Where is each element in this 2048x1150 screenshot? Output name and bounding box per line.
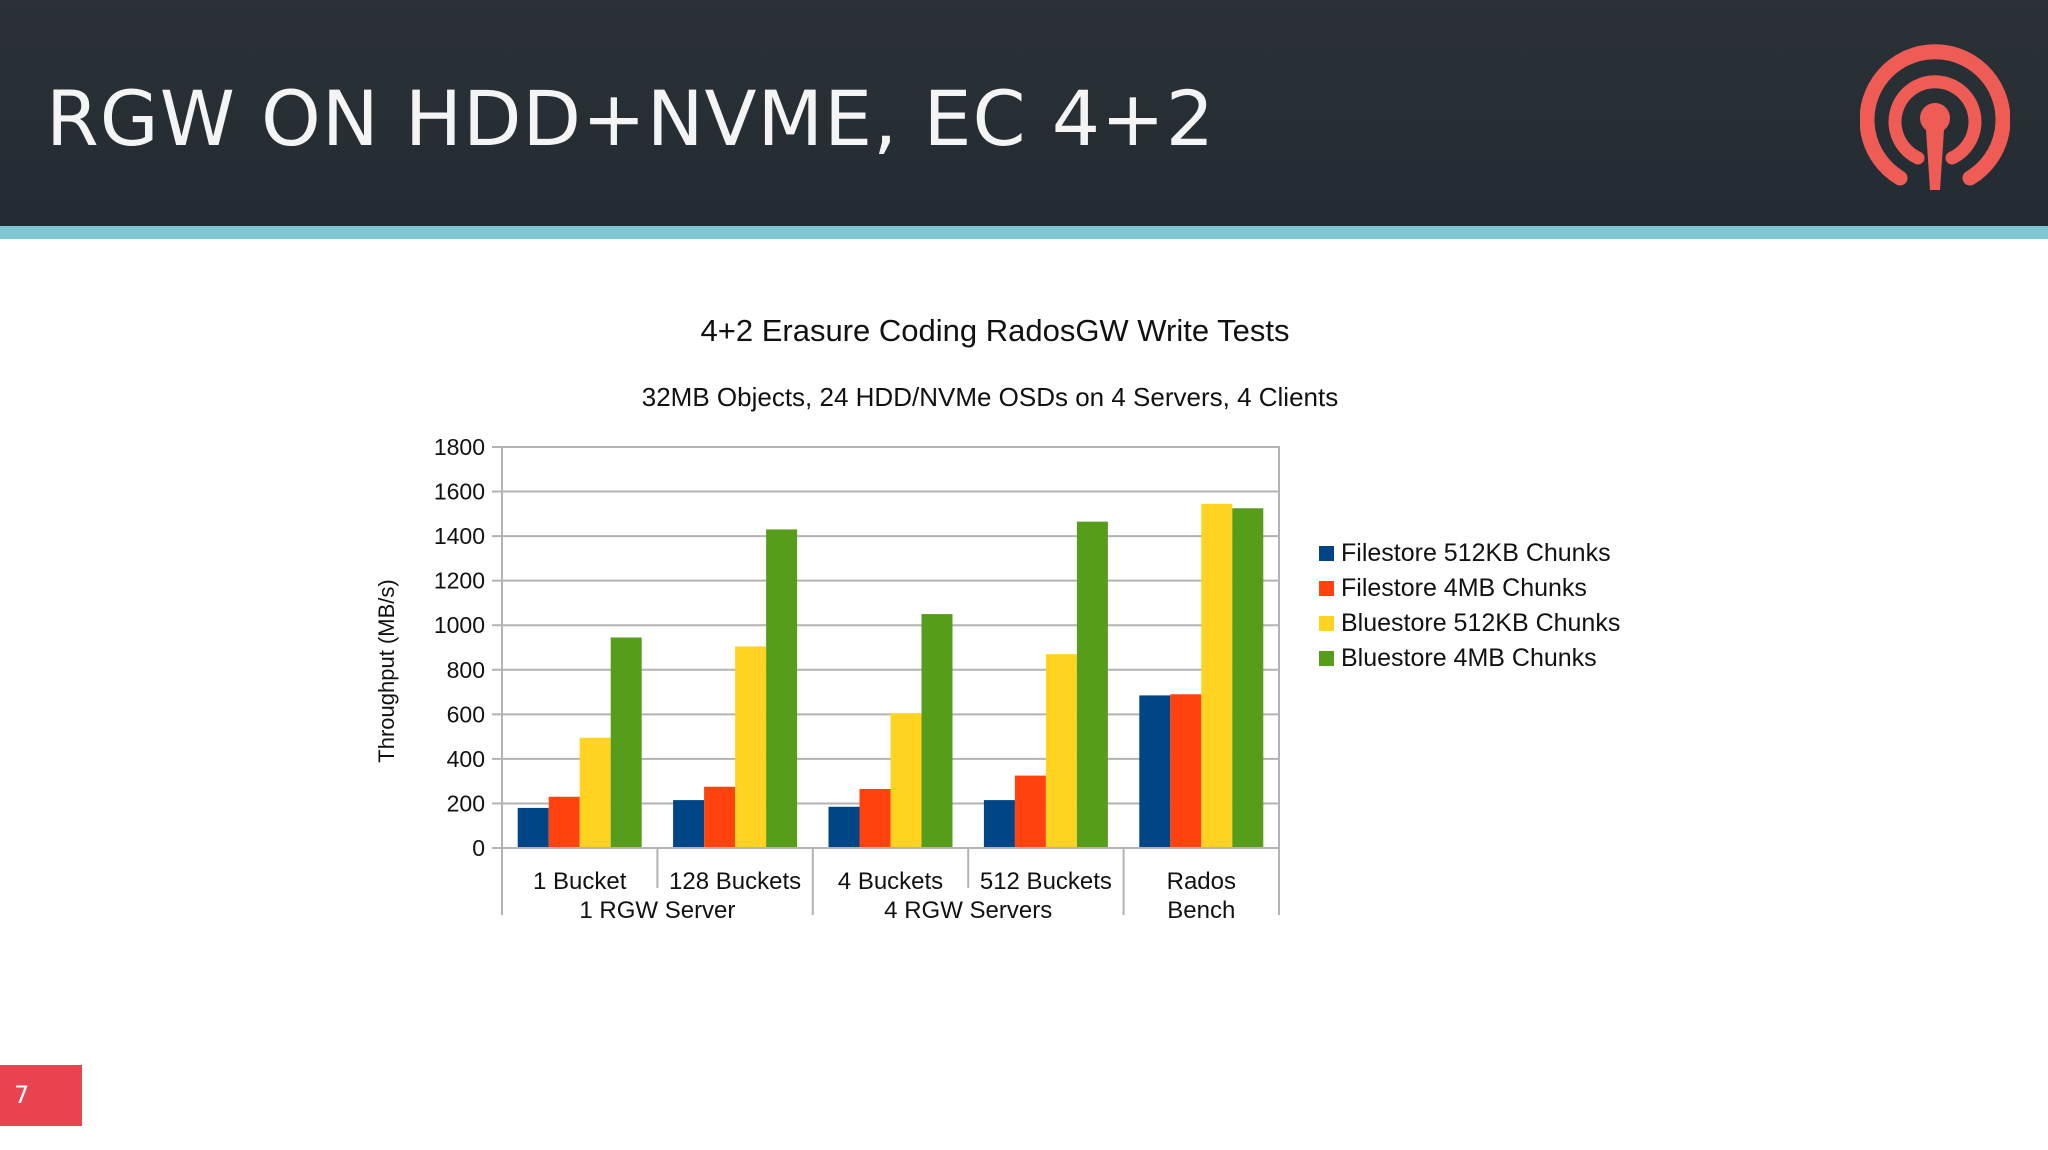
bar (517, 807, 549, 848)
bar (766, 529, 798, 848)
bar (1045, 654, 1077, 848)
x-axis-labels: 1 Bucket 128 Buckets 4 Buckets 512 Buckets R… (533, 868, 1236, 924)
bars (517, 503, 1264, 848)
bar (1232, 508, 1264, 848)
y-tick-label: 1400 (434, 523, 485, 549)
legend-label: Bluestore 512KB Chunks (1341, 609, 1620, 637)
x-category-label: 128 Buckets (669, 868, 801, 895)
x-category-label: 4 Buckets (838, 868, 943, 895)
bar (828, 806, 860, 848)
bar (1014, 775, 1046, 848)
slide-title: RGW ON HDD+NVME, EC 4+2 (46, 74, 1216, 163)
legend-swatch (1319, 581, 1334, 596)
legend: Filestore 512KB Chunks Filestore 4MB Chun… (1319, 539, 1620, 672)
bar (983, 800, 1015, 848)
bar (548, 796, 580, 848)
slide-header (0, 0, 2048, 226)
header-accent-stripe (0, 226, 2048, 239)
x-category-label: 512 Buckets (980, 868, 1112, 895)
chart-subtitle: 32MB Objects, 24 HDD/NVMe OSDs on 4 Serv… (642, 382, 1338, 412)
ceph-logo-icon (1860, 44, 2010, 190)
y-tick-label: 1000 (434, 612, 485, 638)
bar (704, 786, 736, 848)
bar (1170, 694, 1202, 848)
legend-swatch (1319, 616, 1334, 631)
chart-title: 4+2 Erasure Coding RadosGW Write Tests (701, 313, 1290, 348)
y-tick-label: 600 (447, 701, 485, 727)
x-category-label: 1 Bucket (533, 868, 627, 895)
bar (921, 614, 953, 848)
x-category-label: Bench (1167, 897, 1235, 924)
y-axis-label: Throughput (MB/s) (374, 579, 399, 762)
bar (735, 646, 767, 848)
y-tick-label: 1600 (434, 479, 485, 505)
legend-swatch (1319, 651, 1334, 666)
legend-swatch (1319, 546, 1334, 561)
bar (610, 637, 642, 848)
throughput-chart: 4+2 Erasure Coding RadosGW Write Tests 3… (0, 260, 2048, 960)
bar (673, 800, 705, 848)
bar (859, 788, 891, 848)
x-group-label: 4 RGW Servers (884, 897, 1052, 924)
bar (1076, 521, 1108, 848)
legend-label: Bluestore 4MB Chunks (1341, 644, 1597, 672)
bar (579, 737, 611, 848)
y-tick-label: 800 (447, 657, 485, 683)
x-category-label: Rados (1167, 868, 1236, 895)
bar (1201, 503, 1233, 848)
plot-frame (501, 446, 1280, 849)
x-group-label: 1 RGW Server (579, 897, 735, 924)
y-tick-label: 0 (472, 835, 485, 861)
y-tick-label: 400 (447, 746, 485, 772)
y-axis-tick-labels: 0 200 400 600 800 1000 1200 1400 1600 1800 (434, 434, 485, 861)
legend-label: Filestore 4MB Chunks (1341, 574, 1587, 602)
y-tick-label: 200 (447, 790, 485, 816)
bar (1139, 695, 1171, 848)
y-tick-label: 1800 (434, 434, 485, 460)
legend-label: Filestore 512KB Chunks (1341, 539, 1611, 567)
page-number-badge: 7 (0, 1065, 82, 1126)
axes (492, 446, 1280, 915)
bar (890, 713, 922, 848)
y-tick-label: 1200 (434, 568, 485, 594)
bar-chart: 4+2 Erasure Coding RadosGW Write Tests 3… (374, 313, 1620, 924)
